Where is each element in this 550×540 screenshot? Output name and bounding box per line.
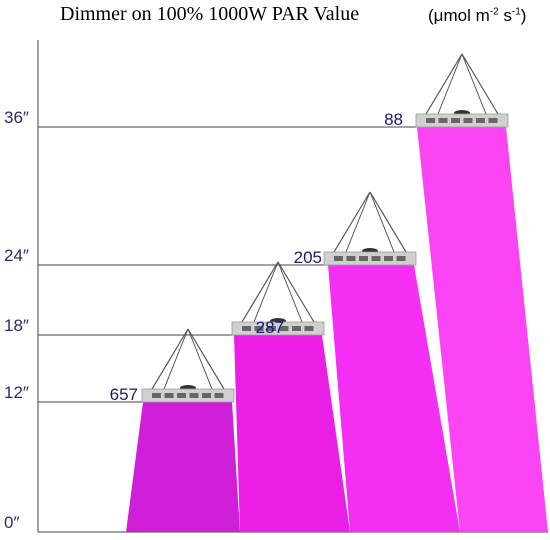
fixture [231, 321, 325, 336]
led-module [396, 256, 406, 261]
light-beam [126, 402, 240, 532]
led-module [463, 118, 473, 123]
unit-label: (μmol m-2 s-1) [428, 6, 526, 26]
led-module [214, 393, 224, 398]
led-module [189, 393, 199, 398]
y-tick-label: 18″ [4, 316, 29, 335]
unit-prefix: (μmol m [428, 6, 490, 25]
led-module [279, 326, 289, 331]
led-module [426, 118, 435, 123]
unit-exp-2: -1 [511, 6, 521, 18]
cable [461, 53, 487, 115]
led-module [451, 118, 460, 123]
cable [369, 191, 395, 253]
cable [345, 191, 371, 253]
light-beam [234, 335, 350, 532]
y-tick-label: 12″ [4, 383, 29, 402]
cable [369, 191, 407, 253]
unit-mid: s [498, 6, 512, 25]
light-beam [417, 127, 548, 532]
cable [333, 191, 371, 253]
cable [425, 53, 463, 115]
cable [277, 261, 303, 323]
led-module [254, 326, 264, 331]
led-module [438, 118, 448, 123]
data-value-label: 657 [110, 385, 138, 404]
cable [437, 53, 463, 115]
unit-exp-1: -2 [489, 6, 499, 18]
data-value-label: 205 [294, 248, 322, 267]
fixture [323, 251, 417, 266]
y-tick-label: 36″ [4, 108, 29, 127]
led-module [359, 256, 368, 261]
led-module [346, 256, 356, 261]
cable [187, 328, 213, 390]
led-module [267, 326, 276, 331]
led-module [164, 393, 174, 398]
led-module [292, 326, 301, 331]
chart-title: Dimmer on 100% 1000W PAR Value [60, 3, 360, 25]
led-module [304, 326, 314, 331]
led-module [476, 118, 485, 123]
led-module [488, 118, 498, 123]
unit-suffix: ) [520, 6, 527, 25]
data-value-label: 287 [256, 318, 284, 337]
cable [187, 328, 225, 390]
led-module [384, 256, 393, 261]
fixture [415, 113, 509, 128]
cable [253, 261, 279, 323]
y-tick-label: 24″ [4, 246, 29, 265]
cable [241, 261, 279, 323]
data-value-label: 88 [384, 110, 403, 129]
led-module [371, 256, 381, 261]
y-tick-label: 0″ [4, 513, 19, 532]
led-module [334, 256, 343, 261]
led-module [242, 326, 251, 331]
cable [163, 328, 189, 390]
light-beam [328, 265, 460, 532]
led-module [177, 393, 186, 398]
cable [461, 53, 499, 115]
led-module [152, 393, 161, 398]
cable [277, 261, 315, 323]
cable [151, 328, 189, 390]
led-module [202, 393, 211, 398]
fixture [141, 388, 235, 403]
